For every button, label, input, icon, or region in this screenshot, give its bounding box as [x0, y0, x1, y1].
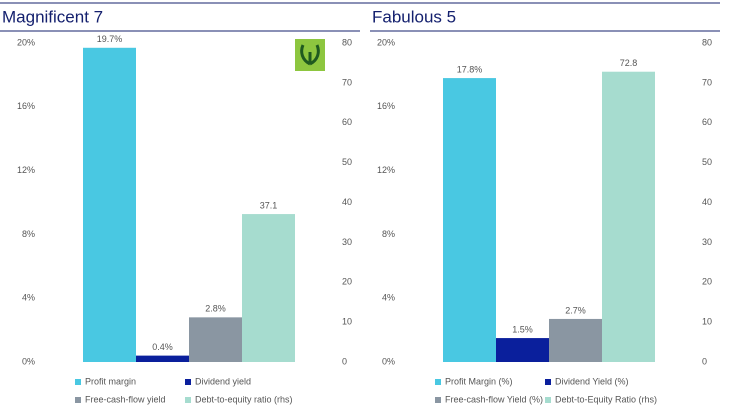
bar	[549, 318, 602, 362]
y-tick-label: 0%	[22, 356, 35, 366]
y2-tick-label: 70	[702, 77, 712, 87]
y-tick-label: 12%	[377, 165, 395, 175]
legend-swatch	[185, 397, 191, 403]
legend-label: Profit margin	[85, 376, 136, 386]
data-label: 17.8%	[457, 64, 483, 74]
y2-tick-label: 70	[342, 77, 352, 87]
y-tick-label: 16%	[17, 101, 35, 111]
y2-tick-label: 80	[702, 37, 712, 47]
bar	[242, 214, 295, 362]
y2-tick-label: 50	[702, 157, 712, 167]
y2-tick-label: 20	[342, 277, 352, 287]
y2-tick-label: 50	[342, 157, 352, 167]
y-tick-label: 4%	[382, 293, 395, 303]
data-label: 2.7%	[565, 305, 586, 315]
bar	[136, 355, 189, 362]
y2-tick-label: 20	[702, 277, 712, 287]
legend-swatch	[185, 379, 191, 385]
bar	[443, 78, 496, 362]
y-tick-label: 0%	[382, 356, 395, 366]
y-tick-label: 16%	[377, 101, 395, 111]
data-label: 0.4%	[152, 342, 173, 352]
y-tick-label: 8%	[22, 229, 35, 239]
chart-title: Fabulous 5	[372, 7, 456, 26]
y2-tick-label: 10	[702, 317, 712, 327]
data-label: 37.1	[260, 200, 278, 210]
legend-swatch	[545, 397, 551, 403]
chart-title: Magnificent 7	[2, 7, 103, 26]
y2-tick-label: 60	[342, 117, 352, 127]
legend-label: Free-cash-flow Yield (%)	[445, 394, 543, 404]
data-label: 1.5%	[512, 324, 533, 334]
y2-tick-label: 80	[342, 37, 352, 47]
legend-label: Dividend Yield (%)	[555, 376, 629, 386]
bar	[189, 317, 242, 362]
y2-tick-label: 10	[342, 317, 352, 327]
y2-tick-label: 0	[702, 356, 707, 366]
legend-swatch	[75, 397, 81, 403]
y-tick-label: 20%	[377, 37, 395, 47]
bar	[496, 338, 549, 362]
y2-tick-label: 40	[342, 197, 352, 207]
legend-swatch	[75, 379, 81, 385]
legend-label: Debt-to-equity ratio (rhs)	[195, 394, 293, 404]
legend-swatch	[435, 397, 441, 403]
legend-label: Free-cash-flow yield	[85, 394, 166, 404]
y2-tick-label: 30	[342, 237, 352, 247]
y-tick-label: 12%	[17, 165, 35, 175]
bar	[83, 47, 136, 362]
bar	[602, 71, 655, 363]
y-tick-label: 20%	[17, 37, 35, 47]
y-tick-label: 8%	[382, 229, 395, 239]
y2-tick-label: 40	[702, 197, 712, 207]
y2-tick-label: 30	[702, 237, 712, 247]
legend-label: Debt-to-Equity Ratio (rhs)	[555, 394, 657, 404]
data-label: 19.7%	[97, 34, 123, 44]
legend-swatch	[545, 379, 551, 385]
data-label: 2.8%	[205, 304, 226, 314]
legend-swatch	[435, 379, 441, 385]
data-label: 72.8	[620, 58, 638, 68]
legend-label: Dividend yield	[195, 376, 251, 386]
logo	[295, 39, 325, 71]
y2-tick-label: 0	[342, 356, 347, 366]
y-tick-label: 4%	[22, 293, 35, 303]
y2-tick-label: 60	[702, 117, 712, 127]
legend-label: Profit Margin (%)	[445, 376, 513, 386]
